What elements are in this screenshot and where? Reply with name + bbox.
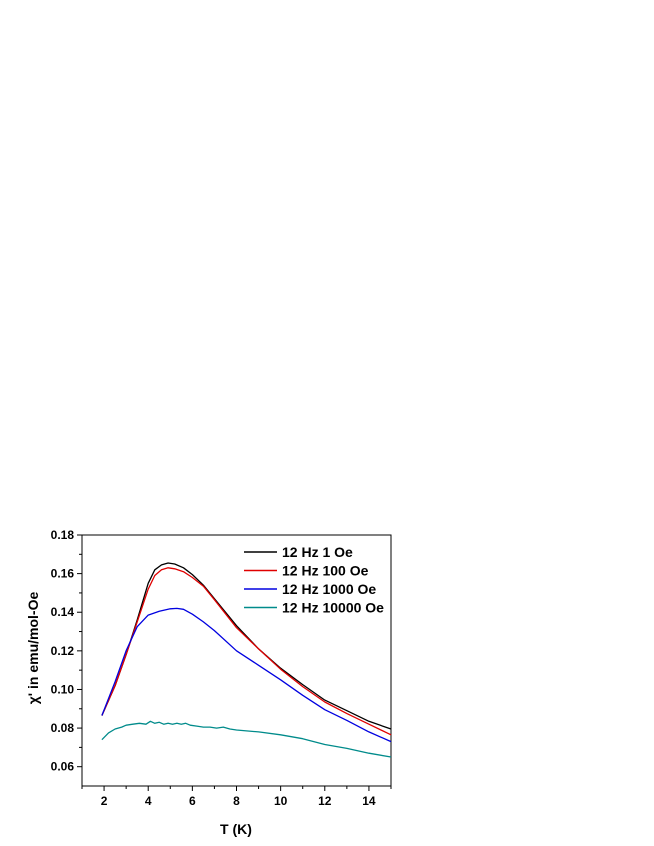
series-line-3 <box>101 607 392 743</box>
x-tick-label-14: 14 <box>362 794 376 808</box>
series-line-1 <box>101 562 392 730</box>
y-tick-label-0.06: 0.06 <box>51 760 75 774</box>
y-tick-label-0.08: 0.08 <box>51 721 75 735</box>
legend-label-4: 12 Hz 10000 Oe <box>282 600 384 616</box>
x-tick-label-10: 10 <box>274 794 288 808</box>
y-tick-label-0.16: 0.16 <box>51 567 75 581</box>
y-tick-label-0.1: 0.10 <box>51 682 75 696</box>
legend: 12 Hz 1 Oe 12 Hz 100 Oe 12 Hz 1000 Oe 12 Hz… <box>244 544 384 616</box>
x-tick-label-4: 4 <box>145 794 152 808</box>
ticks-layer: 2 4 6 8 10 12 14 0.06 0.08 0.10 0.12 0.14 0.16 0.18 <box>51 528 392 808</box>
legend-label-2: 12 Hz 100 Oe <box>282 563 369 579</box>
x-tick-label-6: 6 <box>189 794 196 808</box>
x-axis-title: T (K) <box>220 821 252 837</box>
series-layer <box>101 562 392 758</box>
x-tick-label-2: 2 <box>101 794 108 808</box>
x-tick-label-8: 8 <box>233 794 240 808</box>
legend-label-3: 12 Hz 1000 Oe <box>282 581 376 597</box>
series-line-4 <box>101 720 392 758</box>
y-tick-label-0.12: 0.12 <box>51 644 75 658</box>
x-tick-label-12: 12 <box>318 794 332 808</box>
y-tick-label-0.14: 0.14 <box>51 605 75 619</box>
series-line-2 <box>101 567 392 736</box>
y-tick-label-0.18: 0.18 <box>51 528 75 542</box>
y-axis-title: χ' in emu/mol-Oe <box>25 592 41 705</box>
legend-label-1: 12 Hz 1 Oe <box>282 544 353 560</box>
